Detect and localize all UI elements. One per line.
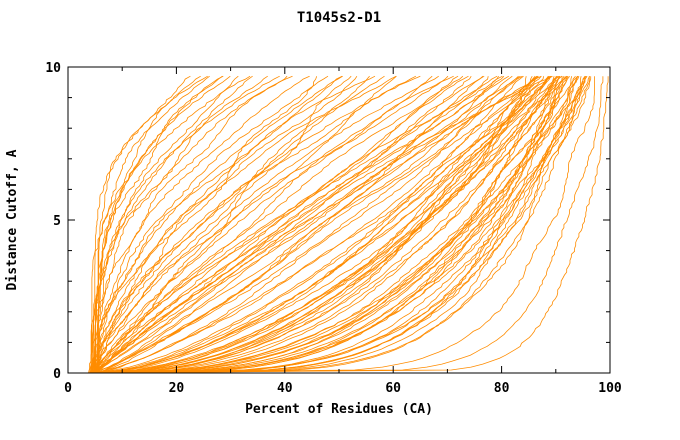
model-curve (93, 75, 542, 374)
model-curve (101, 76, 573, 374)
x-tick-label: 20 (169, 381, 185, 396)
model-curve (91, 75, 536, 374)
model-curve (93, 75, 358, 373)
model-curve (97, 75, 562, 374)
model-curve (93, 75, 550, 374)
chart-title: T1045s2-D1 (297, 10, 381, 26)
model-curve (89, 75, 191, 374)
model-curve (94, 76, 527, 374)
model-curve (90, 75, 538, 374)
model-curve (95, 76, 563, 374)
y-axis-label: Distance Cutoff, A (5, 149, 20, 290)
model-curve (89, 75, 208, 374)
model-curve (92, 75, 239, 374)
model-curve (96, 75, 505, 374)
model-curve (93, 75, 552, 374)
model-curve (95, 76, 557, 374)
model-curve (98, 76, 582, 374)
model-curve (91, 75, 503, 374)
model-curve (93, 75, 433, 373)
model-curve (94, 75, 253, 373)
model-curve (92, 75, 352, 374)
model-curve (96, 75, 223, 374)
model-curve (94, 75, 469, 374)
y-tick-label: 10 (45, 61, 61, 76)
model-curve (96, 75, 586, 374)
model-curve (94, 75, 397, 374)
model-curve (92, 75, 521, 374)
model-curve (95, 75, 552, 374)
model-curve (100, 75, 484, 374)
model-curve (94, 76, 586, 374)
model-curve (92, 75, 587, 374)
model-curve (97, 75, 538, 374)
curves-layer (88, 75, 609, 374)
model-curve (102, 76, 533, 374)
model-curve (92, 75, 472, 374)
model-curve (91, 76, 590, 374)
model-curve (90, 76, 595, 374)
model-curve (95, 76, 551, 374)
model-curve (98, 75, 519, 374)
x-tick-label: 0 (64, 381, 72, 396)
model-curve (92, 75, 498, 374)
model-curve (94, 75, 570, 374)
model-curve (100, 75, 559, 374)
model-curve (91, 75, 513, 374)
model-curve (97, 75, 343, 373)
model-curve (90, 75, 370, 374)
model-curve (94, 75, 439, 374)
model-curve (95, 76, 489, 374)
model-curve (95, 76, 559, 374)
model-curve (96, 75, 417, 374)
model-curve (94, 76, 590, 374)
model-curve (94, 75, 421, 373)
model-curve (90, 75, 560, 374)
model-curve (90, 75, 579, 374)
x-tick-label: 60 (385, 381, 401, 396)
model-curve (98, 75, 538, 374)
model-curve (93, 76, 592, 374)
x-tick-label: 40 (277, 381, 293, 396)
model-curve (93, 76, 604, 374)
model-curve (90, 75, 449, 374)
model-curve (91, 75, 385, 373)
y-tick-label: 0 (53, 367, 61, 382)
x-tick-label: 80 (494, 381, 510, 396)
model-curve (95, 75, 567, 374)
model-curve (98, 75, 523, 374)
model-curve (92, 75, 562, 374)
model-curve (91, 76, 544, 374)
model-curve (98, 75, 376, 373)
model-curve (89, 75, 553, 374)
axes-layer: 0 20 40 60 80 100 0 5 10 (45, 61, 622, 396)
model-curve (95, 75, 310, 374)
model-curve (90, 75, 343, 374)
model-curve (94, 76, 318, 373)
model-curve (98, 76, 580, 374)
y-tick-label: 5 (53, 214, 61, 229)
model-curve (91, 75, 524, 374)
model-curve (95, 75, 464, 374)
model-curve (92, 76, 609, 374)
x-axis-label: Percent of Residues (CA) (245, 402, 433, 417)
model-curve (95, 76, 566, 374)
model-curve (91, 75, 293, 374)
model-curve (88, 75, 454, 374)
x-tick-label: 100 (598, 381, 622, 396)
model-curve (91, 76, 561, 374)
